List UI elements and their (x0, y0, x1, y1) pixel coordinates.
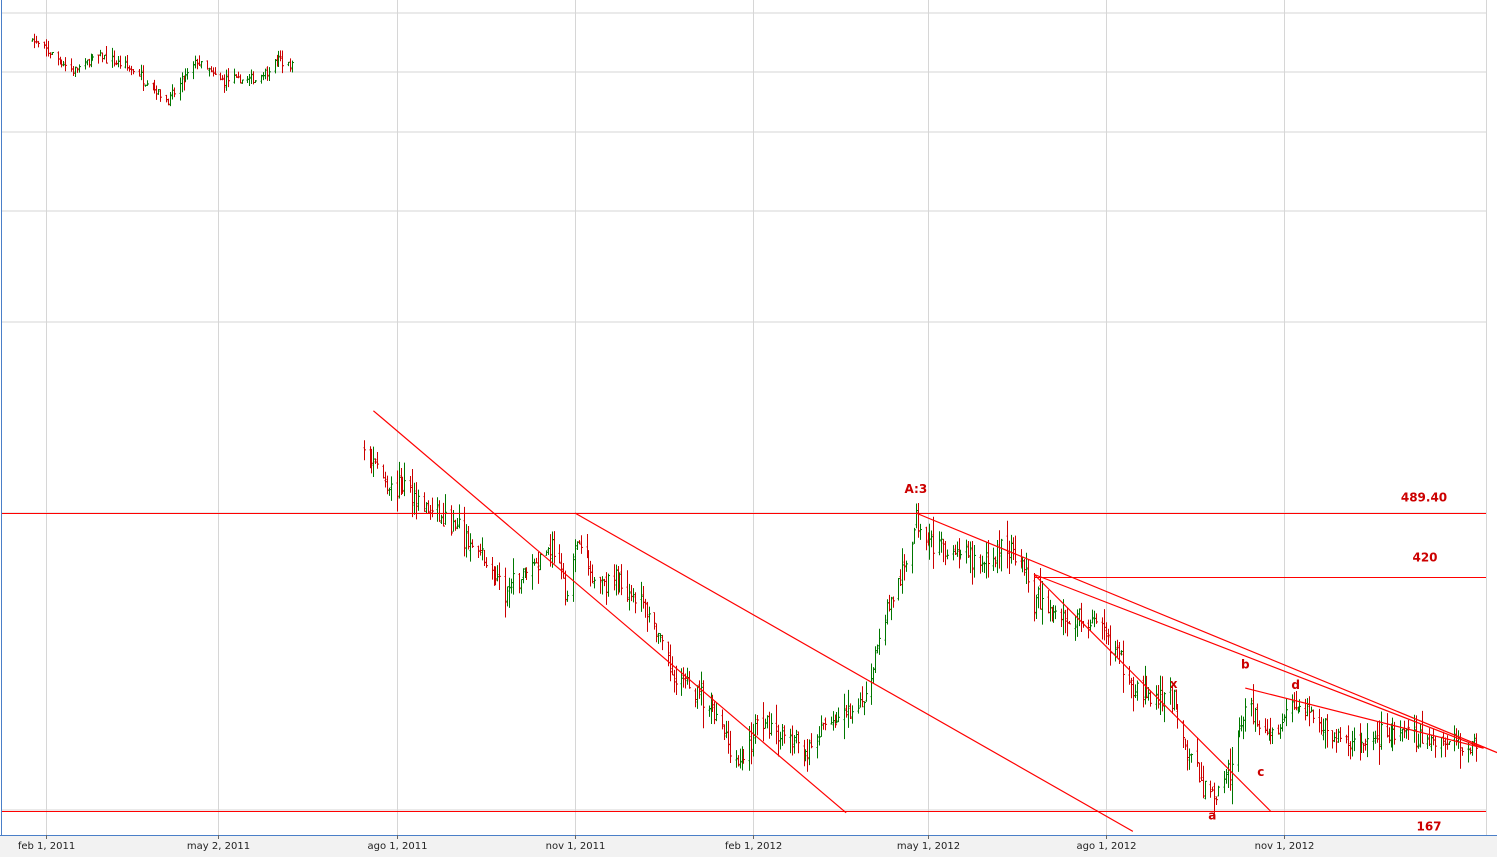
grid (2, 0, 1487, 835)
x-tick-label: ago 1, 2011 (368, 841, 428, 852)
trendlines (373, 410, 1497, 832)
candlesticks (31, 33, 1478, 814)
trendline (915, 512, 1497, 754)
level-label: 420 (1412, 551, 1437, 565)
level-label: 489.40 (1401, 491, 1447, 505)
level-label: 167 (1416, 820, 1441, 834)
trendline (574, 512, 1134, 832)
wave-label: c (1257, 765, 1264, 779)
trendline (1245, 687, 1484, 749)
wave-label: b (1241, 658, 1250, 672)
x-tick-label: nov 1, 2011 (546, 841, 606, 852)
x-tick-label: feb 1, 2012 (725, 841, 782, 852)
x-tick-label: nov 1, 2012 (1255, 841, 1315, 852)
x-tick-label: may 2, 2011 (187, 841, 250, 852)
trendline (373, 410, 847, 814)
wave-label: x (1170, 677, 1178, 691)
axis-band (0, 835, 1497, 857)
wave-label: d (1291, 678, 1300, 692)
x-tick-label: may 1, 2012 (897, 841, 960, 852)
trendline (1033, 573, 1484, 749)
wave-label: A:3 (905, 482, 928, 496)
trendline (1033, 573, 1271, 812)
wave-label: a (1208, 808, 1216, 822)
x-tick-label: feb 1, 2011 (18, 841, 75, 852)
annotations: A:3xabcdB:3 (905, 482, 1300, 822)
horizontal-levels: 489.40 420 167 (2, 491, 1486, 834)
x-tick-label: ago 1, 2012 (1077, 841, 1137, 852)
